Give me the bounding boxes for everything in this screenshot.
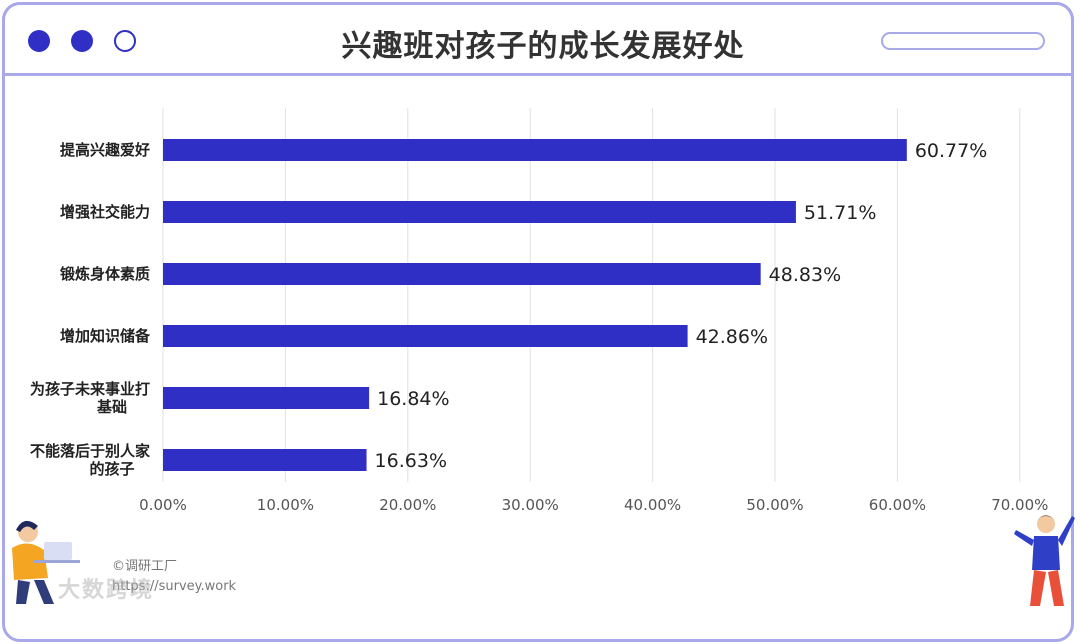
category-label: 不能落后于别人家的孩子 — [30, 442, 150, 478]
bar — [163, 139, 907, 161]
watermark-url: https://survey.work — [112, 579, 237, 594]
bar-value-label: 42.86% — [696, 326, 768, 348]
x-tick-label: 40.00% — [624, 496, 681, 514]
category-label: 增加知识储备 — [60, 327, 151, 345]
category-label: 提高兴趣爱好 — [60, 141, 150, 159]
x-tick-label: 30.00% — [502, 496, 559, 514]
title-bar: 兴趣班对孩子的成长发展好处 — [2, 2, 1074, 76]
window-dot-filled-icon — [28, 30, 50, 52]
chart-title: 兴趣班对孩子的成长发展好处 — [341, 29, 745, 64]
presenting-person-illustration-icon — [1014, 515, 1075, 606]
bar — [163, 449, 367, 471]
bar-value-label: 51.71% — [804, 202, 876, 224]
category-label: 锻炼身体素质 — [60, 265, 150, 283]
x-tick-label: 0.00% — [139, 496, 187, 514]
window-dot-filled-icon — [71, 30, 93, 52]
x-tick-label: 60.00% — [869, 496, 926, 514]
bar — [163, 325, 688, 347]
bar-value-label: 60.77% — [915, 140, 987, 162]
person-at-laptop-illustration-icon — [12, 520, 80, 604]
bar-chart: 0.00% 10.00% 20.00% 30.00% 40.00% 50.00% 60.00… — [30, 108, 1048, 514]
search-pill-decoration — [881, 32, 1045, 50]
x-tick-label: 10.00% — [257, 496, 314, 514]
category-label: 为孩子未来事业打基础 — [30, 380, 150, 416]
bar-value-label: 16.63% — [375, 450, 447, 472]
bar — [163, 387, 370, 409]
watermark: ©调研工厂 https://survey.work — [112, 557, 236, 597]
watermark-copyright: ©调研工厂 — [112, 559, 178, 574]
bar — [163, 263, 761, 285]
x-tick-label: 50.00% — [746, 496, 803, 514]
bar-value-label: 48.83% — [769, 264, 841, 286]
x-tick-label: 70.00% — [991, 496, 1048, 514]
watermark-brand: 大数跨境 — [58, 578, 155, 603]
window-dot-outline-icon — [114, 30, 136, 52]
x-tick-label: 20.00% — [379, 496, 436, 514]
category-label: 增强社交能力 — [60, 203, 150, 221]
bar-value-label: 16.84% — [377, 388, 449, 410]
bar — [163, 201, 796, 223]
